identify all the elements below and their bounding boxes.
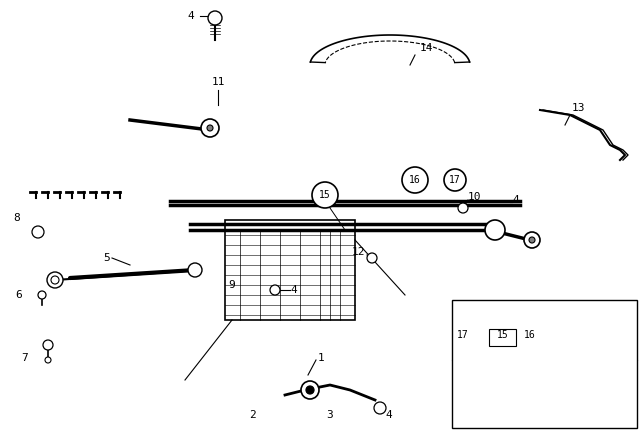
Circle shape (529, 237, 535, 243)
FancyBboxPatch shape (225, 220, 355, 320)
Text: 9: 9 (228, 280, 235, 290)
Text: 4: 4 (512, 195, 519, 205)
FancyBboxPatch shape (452, 300, 637, 428)
Text: 16: 16 (409, 175, 421, 185)
Circle shape (367, 253, 377, 263)
Circle shape (201, 119, 219, 137)
Text: 2: 2 (248, 410, 255, 420)
FancyBboxPatch shape (489, 329, 516, 346)
Text: 16: 16 (524, 330, 536, 340)
Text: 14: 14 (420, 43, 433, 53)
Circle shape (374, 402, 386, 414)
Text: 17: 17 (449, 175, 461, 185)
Text: 4: 4 (385, 410, 392, 420)
Circle shape (208, 11, 222, 25)
Circle shape (270, 285, 280, 295)
Text: 4: 4 (290, 285, 297, 295)
Text: 6: 6 (15, 290, 22, 300)
Text: 4: 4 (188, 11, 194, 21)
Text: 5: 5 (103, 253, 110, 263)
Text: 17: 17 (457, 330, 469, 340)
Circle shape (485, 220, 505, 240)
Circle shape (32, 226, 44, 238)
Circle shape (47, 272, 63, 288)
Circle shape (458, 203, 468, 213)
Text: 1: 1 (318, 353, 324, 363)
Circle shape (38, 291, 46, 299)
Text: 8: 8 (13, 213, 20, 223)
Text: 7: 7 (21, 353, 28, 363)
Circle shape (301, 381, 319, 399)
Circle shape (537, 347, 543, 353)
Circle shape (312, 182, 338, 208)
Circle shape (306, 386, 314, 394)
Circle shape (43, 340, 53, 350)
Circle shape (188, 263, 202, 277)
Text: 11: 11 (211, 77, 225, 87)
Text: 3: 3 (326, 410, 333, 420)
Text: 15: 15 (319, 190, 331, 200)
Circle shape (509, 402, 521, 414)
Text: 12: 12 (351, 247, 365, 257)
Text: 00030919: 00030919 (525, 414, 565, 423)
Circle shape (444, 169, 466, 191)
Circle shape (45, 357, 51, 363)
Text: 13: 13 (572, 103, 586, 113)
Circle shape (524, 232, 540, 248)
Text: 10: 10 (468, 192, 481, 202)
Circle shape (402, 167, 428, 193)
Text: 15: 15 (497, 330, 509, 340)
Circle shape (207, 125, 213, 131)
Circle shape (51, 276, 59, 284)
Circle shape (533, 343, 547, 357)
